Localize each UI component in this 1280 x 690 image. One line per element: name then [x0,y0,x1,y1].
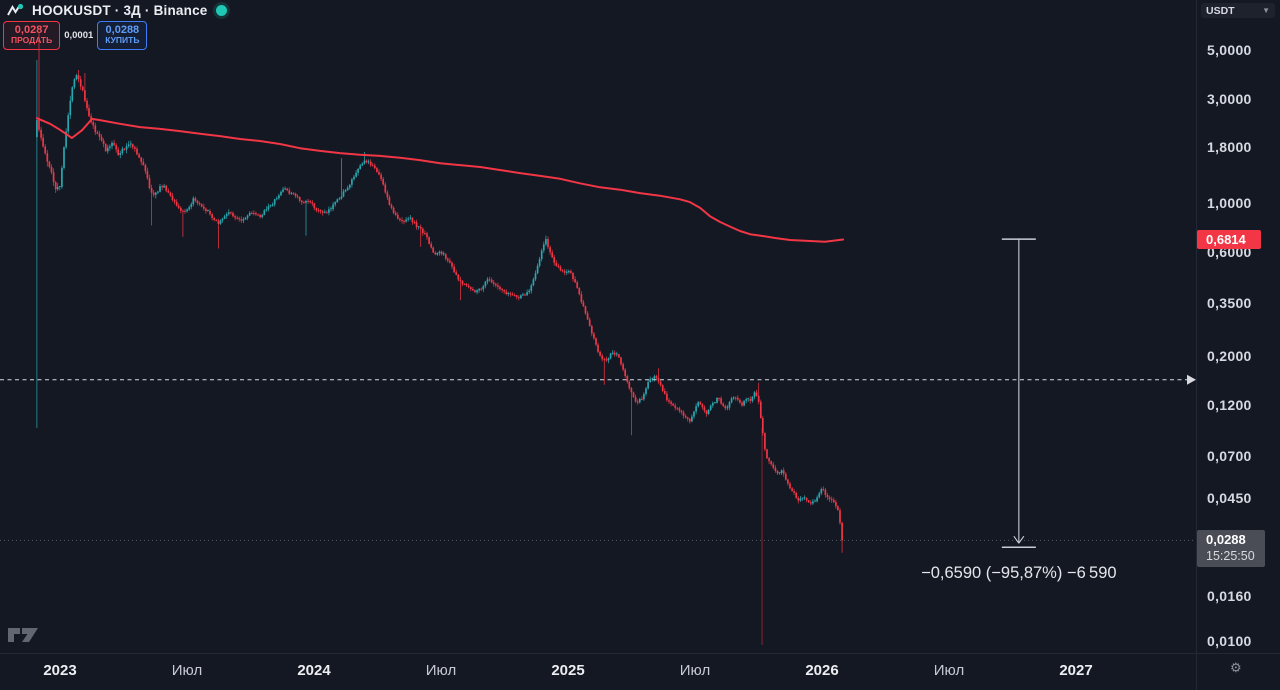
time-tick: 2026 [805,662,839,679]
price-tick: 3,0000 [1207,90,1252,107]
price-tick: 1,0000 [1207,195,1252,211]
time-tick: 2024 [297,662,331,679]
symbol-title[interactable]: HOOKUSDT · 3Д · Binance [32,3,208,18]
buy-label: КУПИТЬ [105,35,140,46]
time-tick: Июл [933,662,965,679]
bar-countdown: 15:25:50 [1206,548,1255,563]
time-tick: Июл [679,662,711,679]
price-tick: 0,2000 [1207,348,1252,365]
time-tick: 2027 [1059,662,1093,679]
symbol-logo-icon [7,3,24,18]
price-tick: 0,0100 [1207,633,1252,649]
currency-selector[interactable]: USDT ▼ [1201,3,1275,18]
time-tick: Июл [425,662,457,679]
sell-label: ПРОДАТЬ [11,35,53,46]
candlesticks [36,33,843,553]
buy-button[interactable]: 0,0288 КУПИТЬ [97,21,148,50]
time-tick: 2025 [551,662,585,679]
time-tick: Июл [171,662,203,679]
chart-canvas[interactable]: −0,6590 (−95,87%) −6 590 HOOKUSDT · 3Д ·… [0,0,1196,653]
time-axis[interactable]: ⚙ 2023 Июл 2024 Июл 2025 Июл 2026 Июл 2027 [0,653,1280,690]
gear-icon[interactable]: ⚙ [1230,660,1242,675]
ma-value-axis-label: 0,6814 [1197,229,1261,249]
measurement-label: −0,6590 (−95,87%) −6 590 [921,564,1117,582]
price-tick: 0,0700 [1207,447,1252,464]
price-tick: 0,1200 [1207,396,1252,413]
price-chart-svg: −0,6590 (−95,87%) −6 590 [0,33,1196,645]
alert-dashed-line[interactable] [0,374,1196,385]
sell-button[interactable]: 0,0287 ПРОДАТЬ [3,21,61,50]
price-tick: 5,0000 [1207,41,1252,58]
tradingview-logo-icon[interactable] [8,627,42,648]
spread-value: 0,0001 [64,29,94,41]
measurement-tool[interactable] [1001,238,1036,548]
price-tick: 0,3500 [1207,294,1252,311]
chevron-down-icon: ▼ [1262,6,1270,15]
last-price-value: 0,0288 [1206,532,1246,548]
price-tick: 0,0450 [1207,489,1252,506]
time-tick: 2023 [43,662,77,679]
price-tick: 1,8000 [1207,139,1252,156]
price-tick: 0,0160 [1207,588,1252,605]
buy-price: 0,0288 [105,24,140,36]
price-axis[interactable]: USDT ▼ 0,6814 0,0288 15:25:50 5,0000 3,00… [1196,0,1280,653]
currency-label: USDT [1206,4,1235,17]
axis-separator [1196,654,1197,690]
last-price-axis-label: 0,0288 15:25:50 [1197,530,1265,568]
market-status-icon[interactable] [215,5,227,16]
sell-price: 0,0287 [14,24,49,36]
ma-line [35,117,845,243]
